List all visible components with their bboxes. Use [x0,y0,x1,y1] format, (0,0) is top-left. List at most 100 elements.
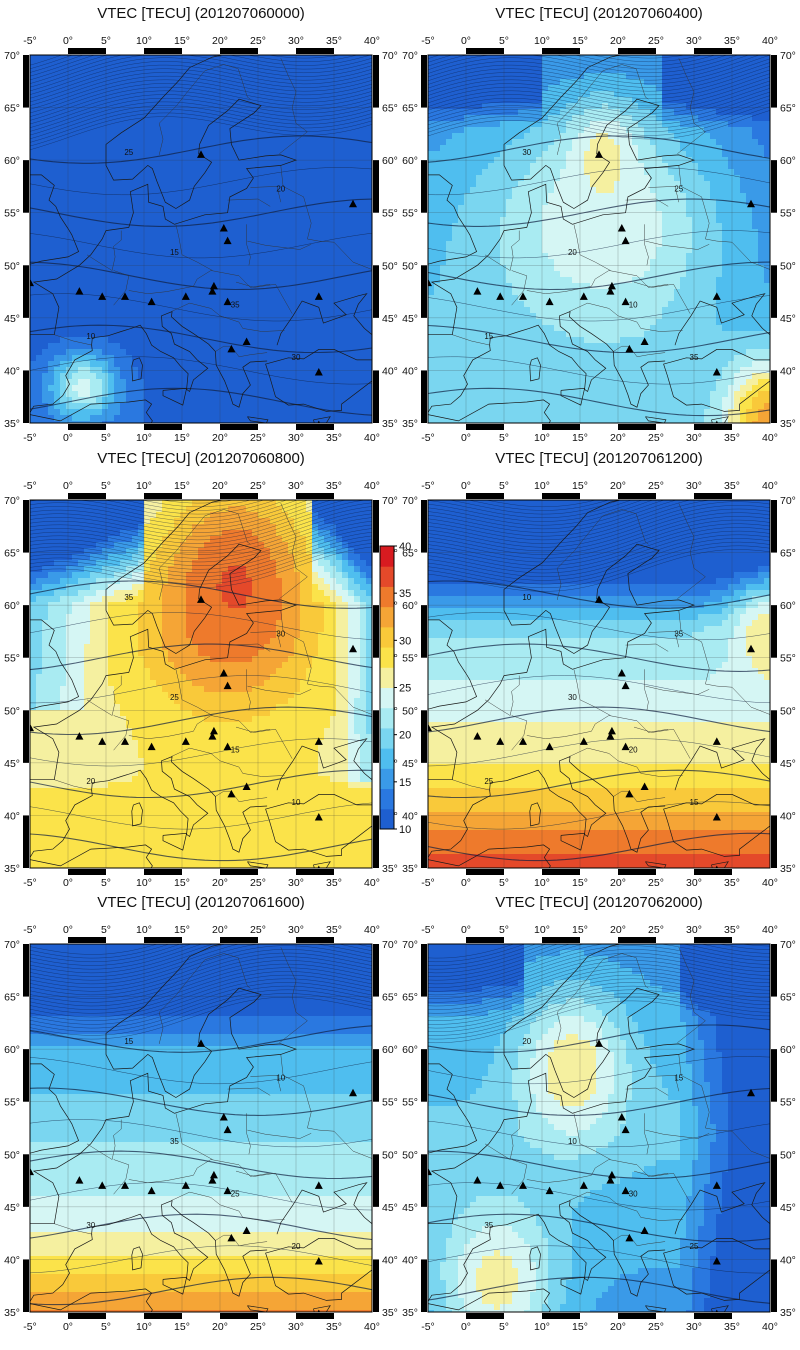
country-border [621,509,649,545]
gnss-station-marker [496,292,505,300]
contour-label: 20 [568,248,577,257]
colorbar-swatch [380,667,394,688]
lon-tick-label: 15° [174,432,190,444]
coastline [674,738,770,791]
map-panel: VTEC [TECU] (201207061600) 30 35 10 15 20 25 -5… [4,894,398,1333]
contour-label: 25 [124,148,133,157]
lon-tick-label: 35° [724,480,740,492]
coastline [645,861,667,868]
coastline [313,1305,331,1312]
contour-label: 30 [629,1189,638,1198]
gnss-station-marker [30,278,34,287]
colorbar-tick-label: 10 [399,824,411,836]
lon-tick-label: 0° [461,924,471,936]
lat-tick-label: 35° [382,418,398,430]
lon-tick-label: 0° [63,35,73,47]
lon-tick-label: 35° [724,1321,740,1333]
gnss-station-marker [715,865,719,868]
coastline [428,1199,666,1302]
country-border [569,1191,683,1221]
lat-tick-label: 65° [4,103,20,115]
lat-tick-label: 65° [4,992,20,1004]
coastline [30,399,153,423]
coastline [276,293,372,346]
country-border [556,509,622,600]
lon-tick-label: 35° [326,432,342,444]
lon-tick-label: 0° [461,1321,471,1333]
lon-tick-label: 30° [686,1321,702,1333]
map-panel: VTEC [TECU] (201207060400) 15 20 25 30 35 10 -5… [402,5,796,444]
lon-tick-label: 40° [762,924,778,936]
lat-tick-label: 60° [382,1044,398,1056]
country-border [128,270,271,294]
coastline [313,416,331,423]
country-border [569,747,683,777]
gnss-station-marker [607,1170,616,1179]
country-border [235,281,293,314]
map-panel: VTEC [TECU] (201207060800) 20 25 30 35 10 15 -5… [4,450,398,889]
gnss-station-marker [314,813,323,821]
coastline [30,755,268,858]
lon-tick-label: 10° [136,480,152,492]
coastline [247,861,269,868]
gnss-station-marker [242,782,251,791]
lat-tick-label: 70° [402,939,418,951]
gnss-station-marker [606,287,615,295]
gnss-station-marker [227,1233,236,1242]
lat-tick-label: 45° [382,1202,398,1214]
lon-tick-label: 15° [174,1321,190,1333]
lon-tick-label: 40° [364,480,380,492]
coastline [30,1199,268,1302]
lat-tick-label: 70° [780,495,796,507]
lat-tick-label: 60° [780,1044,796,1056]
lat-tick-label: 35° [780,1307,796,1319]
coastline [265,1238,372,1301]
colorbar-swatch [380,626,394,648]
contour-label: 10 [629,300,638,309]
lat-tick-label: 50° [780,705,796,717]
gnss-station-marker [715,1309,719,1312]
lon-tick-label: 35° [326,877,342,889]
lat-tick-label: 65° [382,103,398,115]
gnss-station-marker [595,595,603,603]
gnss-station-marker [121,1181,129,1189]
lon-tick-label: 40° [762,1321,778,1333]
gnss-station-marker [607,281,616,290]
gnss-station-marker [747,644,755,653]
contour-label: 35 [231,300,240,309]
tec-field: 10 15 20 25 30 35 [30,55,372,423]
coastline [131,357,143,382]
country-border [677,503,706,599]
colorbar-swatch [380,748,394,769]
gnss-station-marker [314,292,323,300]
colorbar-tick-label: 20 [399,730,411,742]
lat-tick-label: 65° [780,103,796,115]
lat-tick-label: 70° [780,50,796,62]
lon-tick-label: 35° [724,924,740,936]
coastline [529,802,541,827]
country-border [526,1159,669,1183]
lon-tick-label: 5° [101,877,111,889]
gnss-station-marker [349,1088,357,1097]
gnss-station-marker [617,1112,626,1121]
lon-tick-label: 10° [534,1321,550,1333]
gnss-station-marker [30,1167,34,1176]
gnss-station-marker [621,1186,630,1195]
lat-tick-label: 35° [4,863,20,875]
lat-tick-label: 55° [382,1097,398,1109]
gnss-station-marker [219,223,228,232]
country-border [128,715,271,739]
lon-tick-label: 20° [610,480,626,492]
lon-tick-label: 40° [762,432,778,444]
country-border [223,509,251,545]
gnss-station-marker [75,1176,84,1184]
gnss-station-marker [712,737,721,745]
coastline [711,416,729,423]
lon-tick-label: 0° [461,35,471,47]
country-border [158,953,224,1044]
lon-tick-label: 20° [212,877,228,889]
coastline [428,619,478,710]
gnss-station-marker [30,723,34,732]
lat-tick-label: 45° [402,1202,418,1214]
